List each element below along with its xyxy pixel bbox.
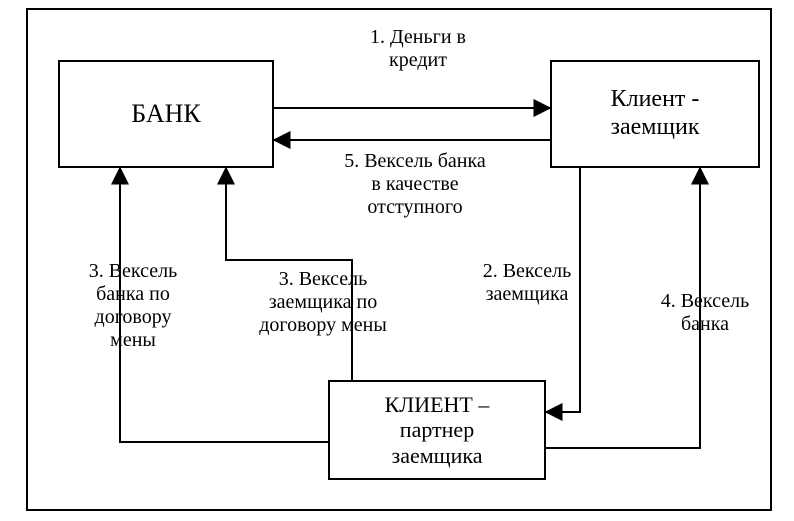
diagram-canvas: БАНК Клиент -заемщик КЛИЕНТ –партнерзаем… — [0, 0, 794, 521]
node-bank-label: БАНК — [131, 99, 200, 129]
edge-label-3b: 3. Вексельзаемщика подоговору мены — [228, 268, 418, 337]
node-partner-label: КЛИЕНТ –партнерзаемщика — [385, 392, 490, 468]
edge-label-1: 1. Деньги вкредит — [308, 26, 528, 72]
edge-label-2: 2. Вексельзаемщика — [452, 260, 602, 306]
node-bank: БАНК — [58, 60, 274, 168]
node-partner: КЛИЕНТ –партнерзаемщика — [328, 380, 546, 480]
edge-label-5: 5. Вексель банкав качествеотступного — [300, 150, 530, 219]
node-client-label: Клиент -заемщик — [611, 86, 700, 141]
node-client: Клиент -заемщик — [550, 60, 760, 168]
edge-label-3a: 3. Вексельбанка подоговорумены — [48, 260, 218, 352]
edge-label-4: 4. Вексельбанка — [630, 290, 780, 336]
